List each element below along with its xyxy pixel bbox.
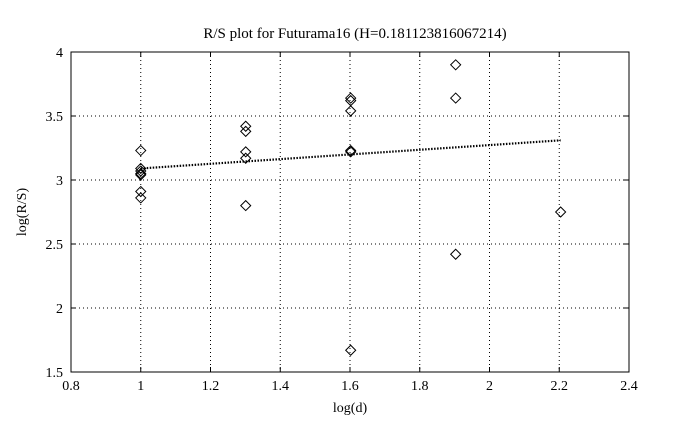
- data-point-diamond: [344, 105, 357, 117]
- data-point-diamond: [344, 92, 357, 104]
- x-tick-label: 1: [137, 379, 144, 394]
- x-tick-label: 2: [486, 379, 493, 394]
- x-axis-label: log(d): [333, 401, 368, 416]
- y-tick-label: 3: [56, 174, 63, 189]
- x-tick-label: 0.8: [62, 379, 80, 394]
- y-tick-label: 1.5: [46, 366, 64, 381]
- x-tick-label: 1.2: [202, 379, 220, 394]
- y-tick-label: 4: [56, 46, 63, 61]
- data-point-diamond: [240, 146, 252, 158]
- data-point-diamond: [240, 152, 252, 164]
- axis-ticks: 0.8 1 1.2 1.4 1.6 1.8 2 2.2 2.4 1.5 2 2.5 3 3.5 4: [46, 46, 638, 394]
- data-point-diamond: [240, 125, 252, 138]
- y-tick-label: 2: [56, 302, 63, 317]
- y-axis-label: log(R/S): [15, 188, 30, 237]
- data-point-diamond: [135, 169, 147, 181]
- data-point-diamond: [135, 167, 147, 180]
- data-point-diamond: [135, 162, 147, 175]
- data-points: [135, 59, 567, 356]
- data-point-diamond: [344, 344, 357, 356]
- data-point-diamond: [344, 144, 357, 157]
- data-point-diamond: [344, 146, 357, 158]
- fit-line: [140, 139, 561, 170]
- x-tick-label: 2.2: [551, 379, 569, 394]
- data-point-diamond: [449, 59, 462, 71]
- y-tick-label: 2.5: [46, 238, 64, 253]
- grid-lines: [71, 52, 629, 372]
- data-point-diamond: [135, 144, 147, 157]
- data-point-diamond: [135, 192, 147, 204]
- x-tick-label: 1.8: [411, 379, 429, 394]
- x-tick-label: 1.6: [341, 379, 359, 394]
- data-point-diamond: [240, 199, 252, 212]
- data-point-diamond: [135, 165, 147, 177]
- data-point-diamond: [554, 206, 567, 218]
- data-point-diamond: [135, 185, 147, 198]
- x-tick-label: 1.4: [272, 379, 290, 394]
- chart-title: R/S plot for Futurama16 (H=0.18112381606…: [203, 26, 506, 42]
- fit-line-group: [140, 139, 561, 170]
- data-point-diamond: [449, 248, 462, 260]
- x-tick-label: 2.4: [620, 379, 638, 394]
- data-point-diamond: [449, 92, 462, 104]
- data-point-diamond: [240, 120, 252, 132]
- y-tick-label: 3.5: [46, 110, 64, 125]
